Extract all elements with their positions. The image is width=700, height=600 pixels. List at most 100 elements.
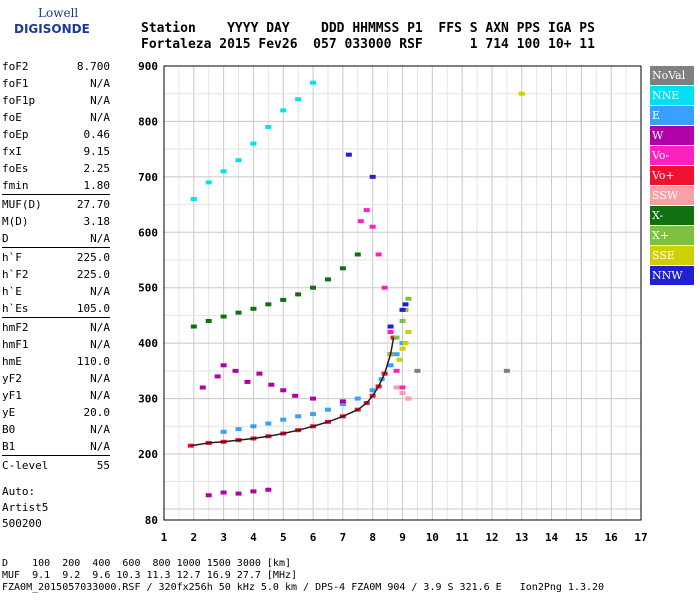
data-point [399, 346, 406, 351]
param-row: hmF1 N/A [2, 336, 110, 353]
data-point [354, 252, 361, 257]
data-point [205, 180, 212, 185]
x-tick-label: 8 [369, 531, 376, 544]
param-value: 110.0 [76, 355, 110, 368]
x-tick-label: 15 [575, 531, 588, 544]
data-point [190, 197, 197, 202]
param-value: N/A [90, 372, 110, 385]
data-point [339, 266, 346, 271]
footer-info: D 100 200 400 600 800 1000 1500 3000 [km… [2, 558, 604, 594]
x-tick-label: 12 [485, 531, 498, 544]
data-point [387, 330, 394, 335]
param-value: N/A [90, 94, 110, 107]
param-row: foF1p N/A [2, 92, 110, 109]
param-label: M(D) [2, 215, 29, 228]
data-point [280, 297, 287, 302]
autoscaling-info: Auto: Artist5 500200 [2, 484, 48, 532]
x-tick-label: 6 [310, 531, 317, 544]
param-separator [2, 247, 110, 248]
data-point [387, 324, 394, 329]
auto-version: 500200 [2, 517, 42, 530]
x-tick-label: 16 [605, 531, 619, 544]
data-point [369, 174, 376, 179]
legend-entry: Vo+ [650, 166, 694, 185]
param-label: yF2 [2, 372, 22, 385]
param-value: 0.46 [83, 128, 111, 141]
data-point [295, 414, 302, 419]
data-point [339, 399, 346, 404]
data-point [265, 302, 272, 307]
legend-entry: W [650, 126, 694, 145]
param-label: foF1 [2, 77, 29, 90]
param-value: N/A [90, 423, 110, 436]
data-point [205, 493, 212, 498]
param-separator [2, 194, 110, 195]
data-point [265, 487, 272, 492]
legend-entry: NoVal [650, 66, 694, 85]
param-row: hmE 110.0 [2, 353, 110, 370]
param-value: N/A [90, 77, 110, 90]
param-value: 3.18 [83, 215, 111, 228]
data-point [324, 277, 331, 282]
data-point [381, 285, 388, 290]
data-point [220, 429, 227, 434]
polarization-legend: NoVal NNE E W Vo- Vo+ SSW X- X+ SSE NNW [650, 66, 694, 286]
data-point [295, 292, 302, 297]
param-value: N/A [90, 321, 110, 334]
data-point [250, 141, 257, 146]
f2-trace-line [190, 337, 395, 447]
param-label: fmin [2, 179, 29, 192]
x-tick-label: 3 [220, 531, 227, 544]
data-point [199, 385, 206, 390]
param-value: N/A [90, 285, 110, 298]
param-label: h`E [2, 285, 22, 298]
param-row: B0 N/A [2, 421, 110, 438]
data-point [235, 491, 242, 496]
legend-entry: E [650, 106, 694, 125]
data-point [220, 169, 227, 174]
param-row: foEp 0.46 [2, 126, 110, 143]
x-tick-label: 11 [456, 531, 470, 544]
data-point [205, 318, 212, 323]
data-point [503, 368, 510, 373]
data-point [244, 379, 251, 384]
param-value: 225.0 [76, 268, 110, 281]
data-point [393, 368, 400, 373]
legend-entry: SSW [650, 186, 694, 205]
param-value: 55 [96, 459, 110, 472]
param-label: yF1 [2, 389, 22, 402]
footer-file: FZA0M_2015057033000.RSF / 320fx256h 50 k… [2, 582, 605, 593]
parameter-panel: foF2 8.700 foF1 N/A foF1p N/A foE N/A foEp 0.46 fx… [2, 58, 110, 474]
data-point [387, 363, 394, 368]
data-point [345, 152, 352, 157]
param-row: C-level 55 [2, 457, 110, 474]
x-tick-label: 1 [161, 531, 168, 544]
param-row: foEs 2.25 [2, 160, 110, 177]
data-point [235, 158, 242, 163]
data-point [405, 396, 412, 401]
param-value: 9.15 [83, 145, 111, 158]
param-row: yE 20.0 [2, 404, 110, 421]
legend-entry: NNW [650, 266, 694, 285]
data-point [265, 124, 272, 129]
data-point [190, 324, 197, 329]
data-point [280, 417, 287, 422]
param-label: foF1p [2, 94, 36, 107]
data-point [396, 357, 403, 362]
y-tick-label: 400 [138, 337, 158, 350]
y-tick-label: 600 [138, 226, 158, 239]
header-line1: Station YYYY DAY DDD HHMMSS P1 FFS S AXN… [141, 21, 595, 36]
param-label: foE [2, 111, 22, 124]
x-tick-label: 9 [399, 531, 406, 544]
data-point [268, 382, 275, 387]
data-point [310, 396, 317, 401]
param-row: yF1 N/A [2, 387, 110, 404]
data-point [354, 396, 361, 401]
data-point [405, 330, 412, 335]
param-label: foEs [2, 162, 29, 175]
param-separator [2, 317, 110, 318]
param-label: C-level [2, 459, 49, 472]
x-tick-label: 13 [515, 531, 528, 544]
param-label: foEp [2, 128, 29, 141]
data-point [250, 489, 257, 494]
